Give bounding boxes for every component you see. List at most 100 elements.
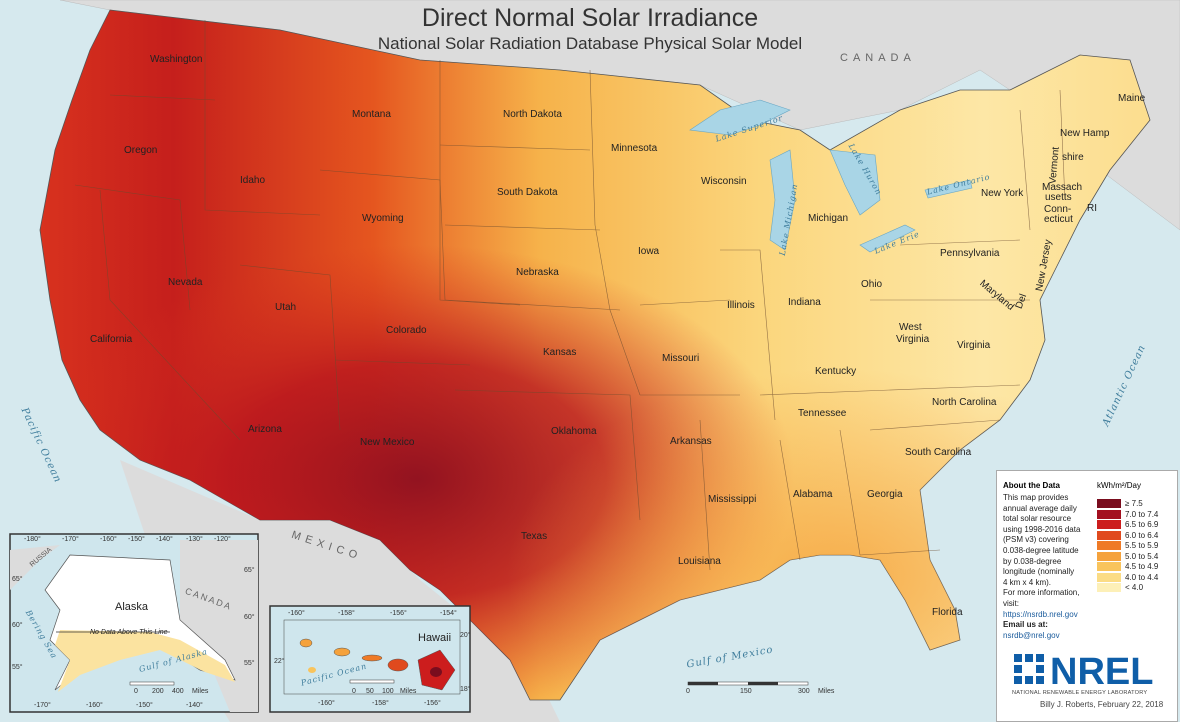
- lake-ontario: [924, 179, 973, 199]
- state-kentucky: Kentucky: [815, 366, 857, 377]
- hi-scale-label: 0: [352, 688, 356, 695]
- main-scale-label: 150: [740, 688, 752, 695]
- main-scale-label: 0: [686, 688, 690, 695]
- legend-swatch: [1097, 562, 1121, 571]
- state-california: California: [90, 334, 133, 345]
- nrel-logo-mark: NREL: [1014, 651, 1153, 693]
- legend-swatch-label: 4.0 to 4.4: [1125, 572, 1159, 582]
- state-west-virginia-1: West: [899, 322, 922, 333]
- hi-bottom-tick: -160°: [318, 700, 335, 707]
- legend-swatch-label: 7.0 to 7.4: [1125, 509, 1159, 519]
- legend-text-line: 4 km x 4 km).: [1003, 577, 1052, 587]
- state-new-york: New York: [981, 188, 1024, 199]
- legend-text-line: annual average daily: [1003, 503, 1077, 513]
- canada-label: CANADA: [840, 52, 916, 64]
- legend-text-line: For more information, visit:: [1003, 588, 1080, 608]
- lake-michigan: [769, 149, 796, 251]
- state-new-hampshire-1: New Hamp: [1060, 128, 1110, 139]
- state-new-mexico: New Mexico: [360, 437, 415, 448]
- ak-right-tick: 55°: [244, 660, 255, 667]
- legend-unit: kWh/m²/Day: [1097, 481, 1141, 490]
- ak-bottom-tick: -150°: [136, 702, 153, 709]
- ak-top-tick: -160°: [100, 536, 117, 543]
- lake-erie: [859, 224, 916, 253]
- ak-left-tick: 55°: [12, 664, 23, 671]
- ak-bottom-tick: -170°: [34, 702, 51, 709]
- main-scale-label: Miles: [818, 688, 835, 695]
- map-title: Direct Normal Solar Irradiance: [421, 4, 759, 32]
- state-oklahoma: Oklahoma: [551, 426, 597, 437]
- state-massachusetts-2: usetts: [1045, 192, 1072, 203]
- nrel-full-name: NATIONAL RENEWABLE ENERGY LABORATORY: [1012, 690, 1148, 696]
- legend-text-line: total solar resource: [1003, 514, 1072, 524]
- state-wisconsin: Wisconsin: [701, 176, 747, 187]
- legend-text-line: (PSM v3) covering: [1003, 535, 1069, 545]
- legend-swatch-label: ≥ 7.5: [1125, 499, 1143, 508]
- state-idaho: Idaho: [240, 175, 266, 186]
- legend-text-line: This map provides: [1003, 493, 1069, 502]
- state-colorado: Colorado: [386, 325, 427, 336]
- hi-top-tick: -160°: [288, 610, 305, 617]
- legend-swatch: [1097, 541, 1121, 550]
- ak-right-tick: 60°: [244, 614, 255, 621]
- legend-text-line: using 1998-2016 data: [1003, 524, 1081, 534]
- nsrdb-link[interactable]: https://nsrdb.nrel.gov: [1003, 609, 1078, 619]
- legend-swatch-label: < 4.0: [1125, 583, 1144, 592]
- state-tennessee: Tennessee: [798, 408, 847, 419]
- legend-swatch: [1097, 551, 1121, 561]
- nrel-logo-text: NREL: [1050, 651, 1153, 688]
- state-maine: Maine: [1118, 93, 1146, 104]
- state-north-dakota: North Dakota: [503, 109, 562, 120]
- legend-header: About the Data: [1003, 481, 1060, 490]
- state-kansas: Kansas: [543, 347, 577, 358]
- state-ohio: Ohio: [861, 279, 883, 290]
- legend-swatch: [1097, 572, 1121, 582]
- legend-swatch: [1097, 509, 1121, 519]
- ak-scale-label: 200: [152, 688, 164, 695]
- alaska-no-data-note: No Data Above This Line: [90, 629, 168, 636]
- ak-right-tick: 65°: [244, 567, 255, 574]
- legend-swatch-label: 5.5 to 5.9: [1125, 541, 1159, 550]
- state-rhode-island: RI: [1087, 203, 1097, 214]
- hi-top-tick: -154°: [440, 610, 457, 617]
- state-virginia: Virginia: [957, 340, 991, 351]
- hi-bottom-tick: -158°: [372, 700, 389, 707]
- alaska-label: Alaska: [115, 601, 149, 613]
- email-link[interactable]: nsrdb@nrel.gov: [1003, 630, 1060, 640]
- lake-superior: [689, 99, 791, 136]
- ak-bottom-tick: -160°: [86, 702, 103, 709]
- state-alabama: Alabama: [793, 489, 833, 500]
- hi-top-tick: -158°: [338, 610, 355, 617]
- state-west-virginia-2: Virginia: [896, 334, 930, 345]
- state-massachusetts-1: Massach: [1042, 182, 1083, 193]
- state-pennsylvania: Pennsylvania: [940, 248, 1000, 259]
- hi-right-tick: 18°: [460, 686, 471, 693]
- state-texas: Texas: [521, 531, 548, 542]
- state-illinois: Illinois: [727, 300, 755, 311]
- ak-top-tick: -140°: [156, 536, 173, 543]
- main-scale-label: 300: [798, 688, 810, 695]
- ak-scale-label: Miles: [192, 688, 209, 695]
- legend-text-line: 0.038-degree latitude: [1003, 545, 1079, 555]
- state-mississippi: Mississippi: [708, 494, 757, 505]
- hawaii-inset: [269, 605, 471, 713]
- hi-scale-label: 50: [366, 688, 374, 695]
- state-south-carolina: South Carolina: [905, 447, 972, 458]
- state-utah: Utah: [275, 302, 297, 313]
- legend-swatch: [1097, 520, 1121, 529]
- ak-top-tick: -180°: [24, 536, 41, 543]
- state-michigan: Michigan: [808, 213, 849, 224]
- state-nevada: Nevada: [168, 277, 203, 288]
- map-credit: Billy J. Roberts, February 22, 2018: [1040, 700, 1164, 709]
- state-wyoming: Wyoming: [362, 213, 404, 224]
- ak-top-tick: -130°: [186, 536, 203, 543]
- state-georgia: Georgia: [867, 489, 903, 500]
- ak-top-tick: -170°: [62, 536, 79, 543]
- legend-swatch-label: 6.0 to 6.4: [1125, 530, 1159, 540]
- email-label: Email us at:: [1003, 620, 1048, 630]
- state-oregon: Oregon: [124, 145, 158, 156]
- state-north-carolina: North Carolina: [932, 397, 997, 408]
- legend-description: This map provides annual average daily t…: [1003, 493, 1095, 641]
- state-montana: Montana: [352, 109, 391, 120]
